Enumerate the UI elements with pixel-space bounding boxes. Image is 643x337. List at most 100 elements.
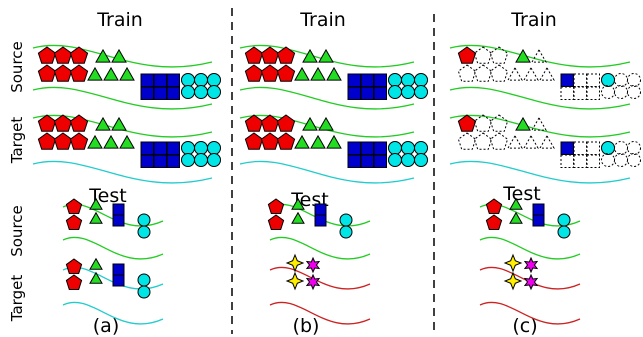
square-shape (360, 73, 374, 87)
square-shape (153, 86, 167, 100)
pentagon-shape (65, 214, 83, 230)
triangle-shape (87, 134, 103, 149)
domain-band-line (32, 86, 213, 110)
star-yellow-shape (285, 253, 305, 273)
square-shape (140, 73, 154, 87)
triangle-shape (89, 211, 103, 224)
triangle-shape (294, 134, 310, 149)
circle-shape (194, 153, 208, 167)
circle-shape (181, 85, 195, 99)
domain-band-line (239, 160, 415, 184)
circle-shape (401, 141, 415, 155)
triangle-shape (89, 271, 103, 284)
circle-shape (414, 141, 428, 155)
circle-shape (194, 141, 208, 155)
triangle-shape (310, 66, 326, 81)
domain-band-line (449, 114, 631, 138)
circle-shape (137, 285, 151, 299)
pentagon-shape (485, 198, 503, 214)
pentagon-shape (53, 64, 73, 82)
triangle-shape (523, 66, 539, 81)
square-shape (586, 86, 600, 100)
triangle-shape (291, 197, 305, 210)
pentagon-shape (457, 64, 477, 82)
square-shape (360, 154, 374, 168)
circle-shape (614, 85, 628, 99)
pentagon-shape (473, 114, 493, 132)
domain-band-line (479, 266, 581, 290)
circle-shape (601, 153, 615, 167)
star-yellow-shape (285, 271, 305, 291)
square-shape (360, 86, 374, 100)
triangle-shape (119, 66, 135, 81)
triangle-shape (310, 134, 326, 149)
triangle-shape (326, 66, 342, 81)
row-label-test-source: Source (8, 205, 26, 257)
pentagon-shape (65, 258, 83, 274)
circle-shape (401, 73, 415, 87)
circle-shape (627, 141, 641, 155)
circle-shape (601, 85, 615, 99)
triangle-shape (95, 116, 111, 131)
square-shape (532, 203, 545, 216)
triangle-shape (111, 48, 127, 63)
circle-shape (627, 73, 641, 87)
circle-shape (137, 273, 151, 287)
circle-shape (388, 153, 402, 167)
panel-b-caption: (b) (293, 315, 320, 337)
circle-shape (627, 153, 641, 167)
triangle-shape (89, 197, 103, 210)
pentagon-shape (53, 132, 73, 150)
pentagon-shape (244, 64, 264, 82)
square-shape (360, 141, 374, 155)
triangle-shape (103, 134, 119, 149)
triangle-shape (89, 257, 103, 270)
pentagon-shape (37, 64, 57, 82)
circle-shape (181, 73, 195, 87)
pentagon-shape (489, 132, 509, 150)
pentagon-shape (276, 64, 296, 82)
pentagon-shape (473, 132, 493, 150)
circle-shape (627, 85, 641, 99)
pentagon-shape (267, 198, 285, 214)
domain-band-line (449, 44, 631, 68)
pentagon-shape (457, 46, 477, 64)
circle-shape (388, 73, 402, 87)
circle-shape (601, 73, 615, 87)
row-label-test-target: Target (8, 275, 26, 323)
domain-band-line (239, 114, 415, 138)
circle-shape (207, 141, 221, 155)
pentagon-shape (267, 214, 285, 230)
pentagon-shape (485, 214, 503, 230)
triangle-shape (111, 116, 127, 131)
circle-shape (414, 85, 428, 99)
triangle-shape (302, 116, 318, 131)
square-shape (347, 86, 361, 100)
triangle-shape (119, 134, 135, 149)
pentagon-shape (69, 46, 89, 64)
panel-c-test-title: Test (502, 183, 540, 205)
panel-c-train-title: Train (510, 9, 557, 31)
square-shape (373, 141, 387, 155)
shape-layer (32, 44, 641, 325)
pentagon-shape (260, 114, 280, 132)
star-magenta-shape (523, 273, 539, 291)
row-label-train-source: Source (8, 41, 26, 93)
panel-c-caption: (c) (512, 315, 537, 337)
triangle-shape (87, 66, 103, 81)
pentagon-shape (65, 274, 83, 290)
square-shape (347, 141, 361, 155)
circle-shape (339, 225, 353, 239)
domain-band-line (32, 114, 213, 138)
circle-shape (339, 213, 353, 227)
circle-shape (557, 213, 571, 227)
pentagon-shape (260, 132, 280, 150)
circle-shape (207, 73, 221, 87)
square-shape (314, 214, 327, 227)
circle-shape (137, 213, 151, 227)
triangle-shape (291, 211, 305, 224)
star-yellow-shape (503, 271, 523, 291)
triangle-shape (523, 134, 539, 149)
domain-band-line (269, 301, 371, 325)
domain-band-line (449, 160, 631, 184)
